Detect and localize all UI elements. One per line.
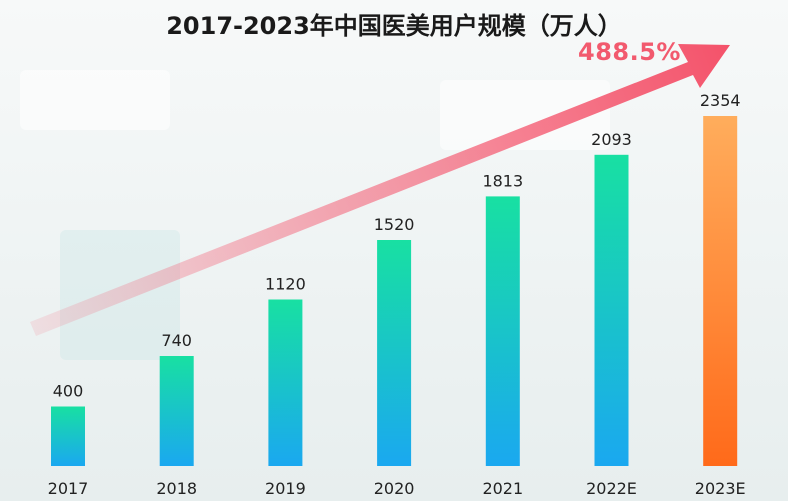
- bar-2020: [377, 240, 412, 466]
- trend-arrow: [30, 44, 730, 336]
- bar-value-label: 1813: [482, 171, 523, 190]
- trend-arrow-shape: [30, 44, 730, 336]
- x-tick-label: 2017: [48, 479, 89, 498]
- bar-value-label: 1520: [374, 215, 415, 234]
- bar-2017: [51, 406, 85, 466]
- x-tick-label: 2018: [156, 479, 197, 498]
- bar-2019: [268, 299, 303, 466]
- bar-value-labels: 400 740 1120 1520 1813 2093 2354: [53, 91, 741, 401]
- x-tick-label: 2020: [374, 479, 415, 498]
- background-shape: [20, 70, 170, 130]
- x-tick-label: 2021: [482, 479, 523, 498]
- growth-annotation: 488.5%: [578, 38, 681, 66]
- x-tick-label: 2019: [265, 479, 306, 498]
- bar-value-label: 2093: [591, 130, 632, 149]
- bar-2023E: [703, 116, 738, 466]
- bar-value-label: 2354: [700, 91, 741, 110]
- x-axis-ticks: 2017 2018 2019 2020 2021 2022E 2023E: [48, 479, 746, 498]
- bar-value-label: 1120: [265, 275, 306, 294]
- bar-2021: [485, 196, 520, 466]
- bars-layer: [51, 116, 738, 467]
- x-tick-label: 2023E: [695, 479, 746, 498]
- chart-title: 2017-2023年中国医美用户规模（万人）: [166, 12, 622, 40]
- x-tick-label: 2022E: [586, 479, 637, 498]
- bar-2022E: [594, 154, 629, 467]
- bar-value-label: 400: [53, 382, 84, 401]
- bar-value-label: 740: [161, 331, 192, 350]
- bar-2018: [159, 356, 194, 466]
